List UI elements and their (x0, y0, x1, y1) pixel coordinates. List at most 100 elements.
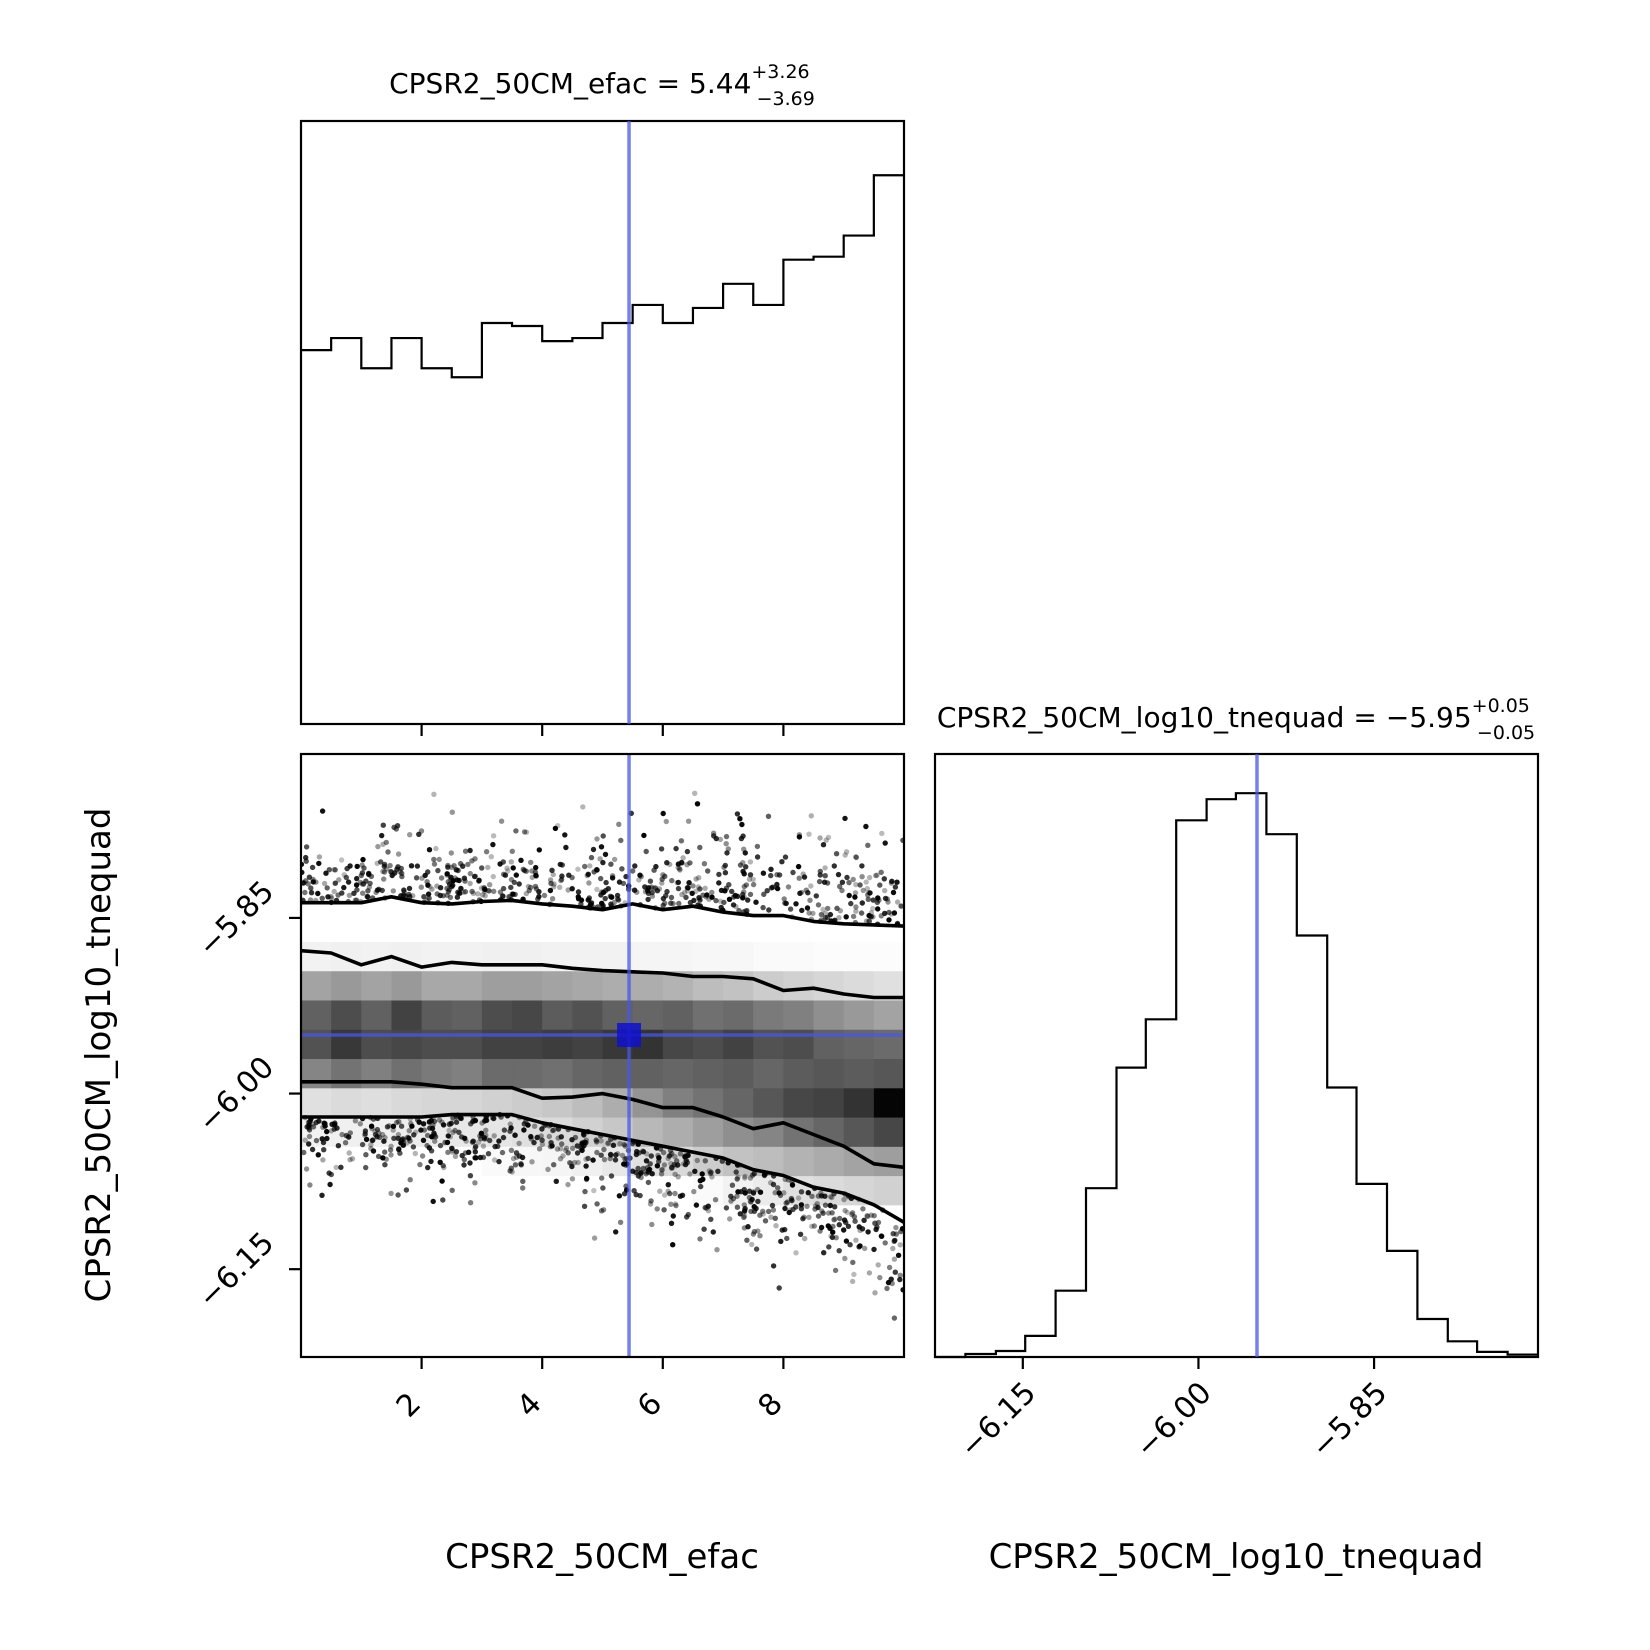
scatter-sample (664, 860, 670, 866)
scatter-sample (598, 844, 605, 850)
scatter-sample (658, 846, 665, 852)
scatter-sample (575, 889, 582, 895)
scatter-sample (892, 1237, 898, 1244)
scatter-sample (476, 878, 482, 884)
scatter-sample (611, 856, 618, 863)
scatter-sample (849, 1210, 856, 1216)
tnequad-x-tick-label: −5.85 (1304, 1375, 1394, 1465)
scatter-sample (750, 881, 757, 888)
scatter-sample (861, 1217, 867, 1224)
scatter-sample (487, 1137, 493, 1144)
efac-x-ticks: 2 4 6 8 (390, 1357, 790, 1424)
scatter-sample (741, 889, 747, 895)
density-cell (481, 970, 513, 1001)
scatter-sample (550, 1127, 557, 1133)
scatter-sample (594, 836, 600, 842)
scatter-sample (830, 1229, 836, 1235)
scatter-sample (360, 890, 366, 896)
scatter-sample (363, 1136, 370, 1143)
density-cell (753, 1058, 784, 1089)
scatter-sample (848, 900, 854, 907)
scatter-sample (638, 1170, 644, 1176)
scatter-sample (672, 1190, 678, 1197)
scatter-sample (491, 1157, 498, 1163)
scatter-sample (837, 883, 843, 890)
scatter-sample (831, 1217, 837, 1223)
density-cell (783, 999, 815, 1030)
scatter-sample (453, 1149, 460, 1155)
density-cell (361, 1087, 393, 1118)
scatter-sample (462, 1135, 468, 1142)
scatter-sample (487, 882, 493, 888)
scatter-sample (428, 1148, 435, 1154)
scatter-sample (875, 1262, 881, 1268)
scatter-sample (316, 860, 322, 867)
tnequad-x-tick-label: −6.15 (953, 1375, 1043, 1465)
scatter-sample (400, 1142, 406, 1148)
scatter-sample (499, 1149, 506, 1156)
scatter-sample (760, 1208, 766, 1215)
scatter-sample (858, 910, 865, 916)
scatter-sample (420, 1137, 427, 1144)
scatter-sample (712, 1197, 719, 1203)
density-cell (572, 1087, 604, 1118)
density-cell (481, 941, 513, 972)
scatter-sample (346, 1150, 352, 1156)
scatter-sample (359, 881, 365, 887)
scatter-sample (743, 882, 750, 888)
scatter-sample (846, 879, 852, 886)
scatter-sample (362, 1132, 368, 1139)
scatter-sample (790, 869, 796, 876)
scatter-sample (897, 1272, 903, 1279)
scatter-sample (470, 1118, 477, 1124)
density-cell (873, 999, 904, 1030)
scatter-sample (640, 1165, 646, 1172)
scatter-sample (471, 873, 478, 880)
scatter-sample (632, 863, 638, 869)
scatter-sample (450, 1147, 456, 1154)
scatter-sample (843, 849, 850, 855)
scatter-sample (495, 1143, 501, 1150)
scatter-sample (783, 1200, 789, 1206)
scatter-sample (551, 884, 557, 890)
scatter-sample (379, 1131, 386, 1138)
scatter-sample (796, 834, 803, 840)
scatter-sample (450, 1129, 456, 1136)
scatter-sample (467, 1200, 474, 1206)
scatter-sample (585, 1155, 591, 1162)
scatter-sample (673, 1202, 679, 1209)
scatter-sample (343, 874, 349, 881)
scatter-sample (380, 822, 386, 828)
scatter-sample (309, 1146, 316, 1153)
scatter-sample (571, 1159, 578, 1166)
scatter-sample (864, 1213, 870, 1219)
scatter-sample (831, 863, 837, 869)
tnequad-panel-title: CPSR2_50CM_log10_tnequad = −5.95+0.05 −0.05 (937, 695, 1535, 744)
scatter-sample (659, 876, 665, 882)
scatter-sample (460, 863, 466, 869)
scatter-sample (710, 1229, 716, 1235)
scatter-sample (467, 1160, 473, 1166)
scatter-sample (479, 1120, 485, 1126)
scatter-sample (830, 1223, 836, 1230)
scatter-sample (513, 872, 519, 878)
scatter-sample (772, 1190, 778, 1196)
scatter-sample (747, 1175, 754, 1181)
scatter-sample (669, 1164, 675, 1171)
scatter-sample (656, 1158, 662, 1165)
scatter-sample (692, 1168, 698, 1175)
scatter-sample (615, 897, 622, 903)
scatter-sample (693, 876, 699, 882)
density-cell (783, 1146, 815, 1177)
scatter-sample (729, 888, 735, 895)
scatter-sample (407, 1177, 413, 1183)
scatter-sample (349, 1156, 356, 1162)
scatter-sample (607, 1155, 613, 1162)
scatter-sample (419, 1153, 426, 1159)
scatter-sample (807, 897, 813, 903)
scatter-sample (549, 867, 555, 873)
scatter-sample (878, 1233, 885, 1239)
scatter-sample (344, 865, 350, 872)
scatter-sample (354, 875, 360, 882)
scatter-sample (301, 1149, 307, 1156)
